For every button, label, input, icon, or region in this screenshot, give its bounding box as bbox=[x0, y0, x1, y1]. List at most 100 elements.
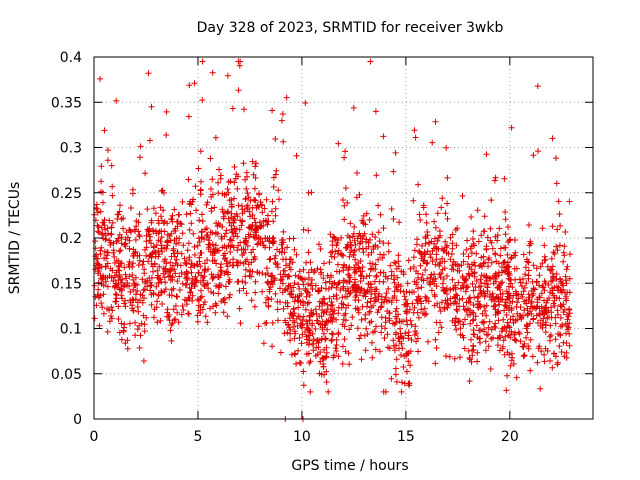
data-point bbox=[156, 251, 163, 258]
data-point bbox=[359, 235, 366, 242]
data-point bbox=[333, 342, 340, 348]
data-point bbox=[119, 295, 125, 302]
data-point bbox=[527, 238, 534, 245]
data-point bbox=[194, 296, 201, 303]
data-point bbox=[199, 306, 206, 313]
data-point bbox=[303, 293, 310, 300]
data-point bbox=[393, 356, 400, 363]
data-point bbox=[468, 250, 475, 256]
data-point bbox=[385, 285, 392, 292]
data-point bbox=[495, 308, 502, 315]
data-point bbox=[322, 335, 329, 342]
data-point bbox=[554, 359, 561, 366]
data-point bbox=[106, 318, 113, 325]
data-point bbox=[300, 313, 307, 320]
data-point bbox=[368, 284, 375, 291]
data-point bbox=[315, 339, 322, 346]
data-point bbox=[146, 275, 153, 282]
data-point bbox=[484, 284, 491, 291]
data-point bbox=[102, 236, 109, 243]
data-point bbox=[251, 253, 258, 260]
data-point bbox=[418, 251, 425, 257]
data-point bbox=[237, 239, 244, 246]
data-point bbox=[235, 202, 242, 209]
data-point bbox=[335, 304, 342, 311]
data-point bbox=[502, 231, 509, 238]
data-point bbox=[242, 279, 249, 286]
data-point bbox=[482, 347, 489, 354]
data-point bbox=[183, 281, 190, 288]
data-point bbox=[488, 259, 495, 266]
data-point bbox=[168, 292, 175, 299]
data-point bbox=[98, 178, 105, 185]
data-point bbox=[462, 276, 468, 283]
data-point bbox=[342, 287, 349, 294]
data-point bbox=[232, 230, 239, 237]
data-point bbox=[320, 275, 327, 282]
data-point bbox=[467, 356, 473, 363]
data-point bbox=[372, 108, 379, 115]
data-point bbox=[417, 262, 424, 269]
data-point bbox=[316, 370, 323, 377]
data-point bbox=[541, 358, 548, 365]
data-point bbox=[305, 325, 312, 332]
data-point bbox=[541, 310, 548, 317]
data-point bbox=[499, 290, 506, 297]
data-point bbox=[171, 317, 178, 324]
data-point bbox=[316, 313, 323, 320]
data-point bbox=[477, 262, 484, 269]
data-point bbox=[122, 297, 129, 304]
data-point bbox=[141, 266, 148, 273]
data-point bbox=[118, 292, 125, 299]
data-point bbox=[151, 248, 158, 255]
data-point bbox=[508, 124, 515, 131]
data-point bbox=[271, 255, 278, 262]
data-point bbox=[109, 219, 116, 226]
data-point bbox=[386, 315, 393, 322]
data-point bbox=[435, 234, 442, 241]
data-point bbox=[431, 302, 438, 309]
data-point bbox=[511, 265, 518, 272]
data-point bbox=[120, 327, 127, 334]
data-point bbox=[444, 242, 450, 249]
data-point bbox=[291, 335, 298, 342]
data-point bbox=[524, 312, 531, 318]
data-point bbox=[107, 242, 114, 248]
data-point bbox=[414, 297, 421, 304]
data-point bbox=[469, 352, 476, 359]
data-point bbox=[326, 259, 333, 266]
data-point bbox=[151, 306, 158, 313]
data-point bbox=[143, 314, 150, 321]
data-point bbox=[396, 219, 403, 226]
data-point bbox=[558, 349, 565, 355]
data-point bbox=[470, 346, 477, 353]
data-point bbox=[341, 277, 348, 284]
data-point bbox=[211, 250, 218, 257]
data-point bbox=[446, 353, 453, 360]
x-tick-label: 10 bbox=[293, 429, 311, 445]
data-point bbox=[466, 378, 473, 385]
data-point bbox=[397, 325, 404, 332]
data-point bbox=[249, 212, 256, 218]
data-point bbox=[243, 204, 250, 210]
data-point bbox=[467, 299, 474, 306]
data-point bbox=[378, 303, 385, 310]
data-point bbox=[159, 187, 166, 194]
data-point bbox=[252, 229, 259, 236]
data-point bbox=[94, 209, 101, 216]
data-point bbox=[339, 321, 346, 328]
data-point bbox=[432, 261, 439, 268]
data-point bbox=[120, 225, 127, 232]
data-point bbox=[246, 208, 253, 215]
data-point bbox=[256, 191, 263, 198]
data-point bbox=[317, 349, 324, 356]
data-point bbox=[512, 317, 519, 324]
data-point bbox=[538, 348, 545, 355]
data-point bbox=[272, 259, 279, 266]
data-point bbox=[226, 279, 233, 285]
data-point bbox=[113, 97, 120, 104]
data-point bbox=[209, 275, 216, 282]
data-point bbox=[141, 295, 147, 302]
data-point bbox=[277, 285, 283, 292]
data-point bbox=[104, 328, 111, 335]
